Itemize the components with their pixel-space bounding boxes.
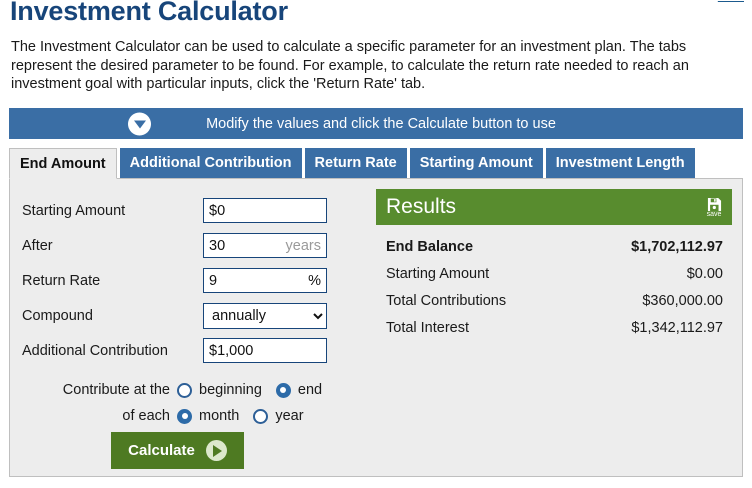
field-row-after: After 30 years xyxy=(22,228,332,263)
of-each-text: of each xyxy=(122,408,170,424)
results-table: End Balance $1,702,112.97 Starting Amoun… xyxy=(376,233,732,341)
label-compound: Compound xyxy=(22,307,93,324)
contribute-frequency-line: of each month year xyxy=(22,403,332,429)
radio-label-beginning: beginning xyxy=(199,382,262,398)
tab-return-rate[interactable]: Return Rate xyxy=(304,148,407,178)
chevron-down-icon[interactable] xyxy=(128,112,151,135)
calculator-tabs: End Amount Additional Contribution Retur… xyxy=(9,148,695,179)
table-row: Starting Amount $0.00 xyxy=(376,260,732,287)
table-row: Total Contributions $360,000.00 xyxy=(376,287,732,314)
label-return-rate: Return Rate xyxy=(22,272,101,289)
result-value-end-balance: $1,702,112.97 xyxy=(631,238,723,255)
radio-month[interactable] xyxy=(177,408,192,424)
result-value-starting-amount: $0.00 xyxy=(686,265,723,282)
tab-investment-length[interactable]: Investment Length xyxy=(545,148,695,178)
tab-additional-contribution[interactable]: Additional Contribution xyxy=(119,148,302,178)
radio-label-year: year xyxy=(275,408,304,424)
field-row-compound: Compound annually xyxy=(22,298,332,333)
save-floppy-glyph xyxy=(707,197,721,211)
calculator-panel: Starting Amount $0 After 30 years Return… xyxy=(9,178,743,477)
label-after: After xyxy=(22,237,53,254)
contribute-timing-line: Contribute at the beginning end xyxy=(22,377,332,403)
result-value-total-interest: $1,342,112.97 xyxy=(631,319,723,336)
select-compound[interactable]: annually xyxy=(203,302,327,329)
input-additional-contribution-value: $1,000 xyxy=(209,342,254,359)
radio-label-month: month xyxy=(199,408,240,424)
contribute-lead-text: Contribute at the xyxy=(62,382,170,398)
field-row-starting-amount: Starting Amount $0 xyxy=(22,193,332,228)
suffix-percent: % xyxy=(308,272,321,289)
table-row: Total Interest $1,342,112.97 xyxy=(376,314,732,341)
input-return-rate[interactable]: 9 % xyxy=(203,268,327,293)
field-row-additional-contribution: Additional Contribution $1,000 xyxy=(22,333,332,368)
contribute-timing-group: Contribute at the beginning end of each … xyxy=(22,377,332,429)
result-value-total-contributions: $360,000.00 xyxy=(642,292,723,309)
label-additional-contribution: Additional Contribution xyxy=(22,342,168,359)
result-key-total-contributions: Total Contributions xyxy=(386,292,507,309)
radio-year[interactable] xyxy=(253,408,269,424)
tab-end-amount[interactable]: End Amount xyxy=(9,148,117,179)
input-starting-amount[interactable]: $0 xyxy=(203,198,327,223)
input-return-rate-value: 9 xyxy=(209,272,218,289)
print-link[interactable]: Print xyxy=(718,0,744,3)
instruction-banner[interactable]: Modify the values and click the Calculat… xyxy=(9,108,743,139)
results-header: Results save xyxy=(376,189,732,225)
page-description: The Investment Calculator can be used to… xyxy=(11,39,689,92)
result-key-starting-amount: Starting Amount xyxy=(386,265,490,282)
input-starting-amount-value: $0 xyxy=(209,202,226,219)
radio-label-end: end xyxy=(297,382,323,398)
calculate-button-label: Calculate xyxy=(128,442,195,459)
input-after-years-value: 30 xyxy=(209,237,226,254)
suffix-years: years xyxy=(285,237,321,254)
table-row: End Balance $1,702,112.97 xyxy=(376,233,732,260)
page-title: Investment Calculator xyxy=(10,0,288,26)
input-after-years[interactable]: 30 years xyxy=(203,233,327,258)
instruction-banner-text: Modify the values and click the Calculat… xyxy=(206,115,556,132)
result-key-total-interest: Total Interest xyxy=(386,319,470,336)
radio-end[interactable] xyxy=(275,382,291,398)
play-icon xyxy=(205,440,227,461)
calculator-form: Starting Amount $0 After 30 years Return… xyxy=(22,193,332,429)
field-row-return-rate: Return Rate 9 % xyxy=(22,263,332,298)
label-starting-amount: Starting Amount xyxy=(22,202,126,219)
input-additional-contribution[interactable]: $1,000 xyxy=(203,338,327,363)
calculate-button[interactable]: Calculate xyxy=(111,432,244,469)
results-panel: Results save End Balance $1,702,112.97 xyxy=(376,189,732,341)
result-key-end-balance: End Balance xyxy=(386,238,474,255)
save-label: save xyxy=(706,210,722,218)
tab-starting-amount[interactable]: Starting Amount xyxy=(409,148,543,178)
save-floppy-icon[interactable]: save xyxy=(704,197,724,218)
radio-beginning[interactable] xyxy=(177,382,192,398)
results-title: Results xyxy=(386,195,457,218)
